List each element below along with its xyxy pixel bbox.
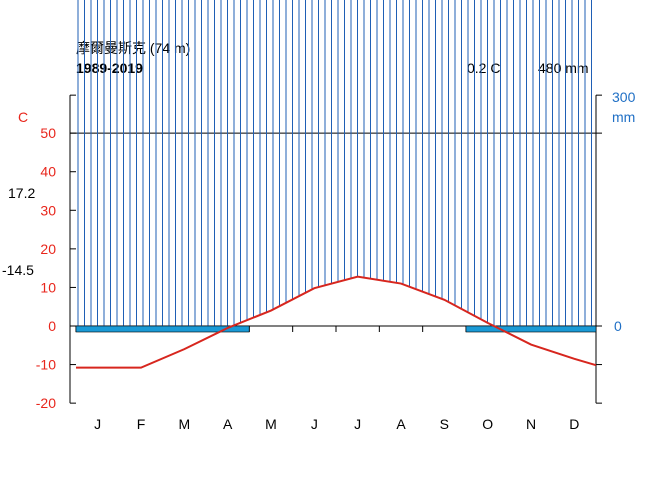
month-label: M (178, 416, 190, 432)
temp-tick-label: -10 (36, 357, 56, 373)
tick-labels-layer: 50403020100-10-20100806040200JFMAMJJASON… (36, 125, 622, 432)
temp-tick-label: 10 (40, 279, 56, 295)
precip-hatch-layer (77, 0, 592, 326)
month-label: A (223, 416, 233, 432)
min-temp-label: -14.5 (2, 262, 34, 278)
temp-line (76, 275, 597, 369)
temp-unit-label: C (18, 109, 28, 125)
temp-tick-label: -20 (36, 395, 56, 411)
frost-bar (465, 325, 597, 333)
temp-tick-label: 20 (40, 241, 56, 257)
month-label: J (354, 416, 361, 432)
frost-bar-layer (75, 325, 597, 333)
month-label: N (526, 416, 536, 432)
month-label: S (440, 416, 449, 432)
temp-tick-label: 50 (40, 125, 56, 141)
month-label: O (482, 416, 493, 432)
precip-unit-label: mm (612, 109, 635, 125)
series-lines-layer (76, 275, 597, 369)
month-label: J (94, 416, 101, 432)
annual-temp-label: 0.2 C (467, 60, 500, 76)
frost-bar (75, 325, 250, 333)
month-label: F (137, 416, 146, 432)
temp-tick-label: 40 (40, 164, 56, 180)
precip-top-tick: 300 (612, 89, 636, 105)
month-label: J (311, 416, 318, 432)
max-temp-label: 17.2 (8, 185, 35, 201)
precip-tick-label: 0 (614, 318, 622, 334)
month-label: A (396, 416, 406, 432)
month-label: M (265, 416, 277, 432)
chart-subtitle: 1989-2019 (76, 60, 143, 76)
month-label: D (569, 416, 579, 432)
temp-tick-label: 0 (48, 318, 56, 334)
temp-tick-label: 30 (40, 202, 56, 218)
chart-title: 摩爾曼斯克 (74 m) (76, 40, 190, 56)
annual-precip-label: 480 mm (538, 60, 589, 76)
